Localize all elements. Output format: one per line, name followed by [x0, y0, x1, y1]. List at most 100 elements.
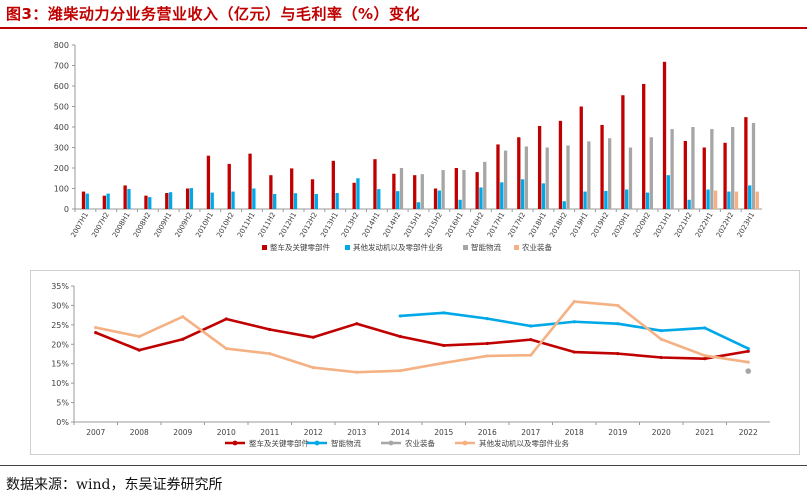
legend-marker-series-2 — [388, 440, 394, 446]
bar-series-3-2023H1 — [755, 191, 759, 209]
bar-series-2-2018H1 — [545, 147, 549, 209]
point-series-2-2022 — [745, 368, 752, 374]
bar-series-0-2009H1 — [165, 193, 169, 209]
legend-marker-series-3 — [462, 440, 468, 446]
bar-series-1-2012H2 — [314, 194, 318, 209]
bar-series-0-2007H1 — [81, 191, 86, 209]
line-series-0 — [95, 317, 749, 360]
x-tick-label: 2008H1 — [111, 211, 132, 239]
bar-series-0-2017H1 — [496, 144, 500, 209]
point-series-3-2007 — [94, 325, 98, 330]
x-tick-label: 2021 — [695, 428, 714, 437]
point-series-3-2010 — [224, 346, 228, 351]
legend-label-series-1: 其他发动机以及零部件业务 — [353, 242, 443, 252]
point-series-3-2009 — [181, 315, 185, 319]
point-series-3-2012 — [311, 366, 315, 370]
bar-series-1-2015H2 — [437, 190, 441, 209]
bar-series-0-2017H2 — [517, 137, 521, 209]
bar-series-1-2014H2 — [396, 191, 400, 209]
legend-swatch-series-2 — [463, 245, 468, 250]
x-tick-label: 2022 — [739, 428, 758, 437]
legend-label-series-0: 整车及关键零部件 — [270, 242, 330, 252]
point-series-0-2018 — [572, 350, 576, 354]
point-series-1-2017 — [529, 324, 533, 328]
point-series-0-2013 — [355, 322, 359, 326]
point-series-0-2012 — [311, 335, 315, 339]
title-divider — [0, 27, 807, 29]
y-tick-label: 30% — [51, 301, 69, 310]
bar-series-0-2016H2 — [475, 172, 479, 209]
bar-series-1-2012H1 — [293, 193, 298, 209]
x-tick-label: 2014 — [391, 428, 410, 437]
bar-series-1-2010H1 — [210, 192, 214, 209]
y-tick-label: 500 — [54, 103, 69, 112]
bar-series-1-2017H2 — [520, 179, 525, 209]
bar-series-1-2010H2 — [231, 191, 235, 209]
line-chart-lines — [94, 299, 752, 374]
bar-series-2-2015H2 — [441, 170, 445, 209]
bar-series-2-2015H1 — [420, 174, 424, 209]
y-tick-label: 0 — [64, 205, 69, 214]
x-tick-label: 2015 — [434, 428, 453, 437]
bar-series-2-2017H2 — [524, 146, 529, 209]
x-tick-label: 2018 — [565, 428, 584, 437]
legend-label-series-1: 智能物流 — [331, 438, 361, 448]
bar-series-1-2007H1 — [85, 193, 89, 209]
bar-series-1-2014H1 — [377, 189, 381, 209]
x-tick-label: 2021H2 — [673, 211, 694, 239]
y-tick-label: 300 — [54, 144, 69, 153]
bar-series-1-2018H1 — [541, 183, 546, 209]
bar-series-1-2020H1 — [625, 189, 629, 209]
point-series-0-2017 — [529, 338, 533, 342]
x-tick-label: 2012 — [304, 428, 323, 437]
y-tick-label: 35% — [51, 282, 69, 291]
x-tick-label: 2010H2 — [215, 211, 236, 239]
bar-series-0-2011H2 — [269, 175, 273, 209]
bar-series-2-2020H1 — [628, 147, 633, 209]
bar-series-0-2012H1 — [290, 168, 294, 209]
point-series-0-2014 — [398, 334, 402, 339]
x-tick-label: 2015H2 — [423, 211, 444, 239]
x-tick-label: 2016H2 — [465, 211, 486, 239]
point-series-3-2018 — [572, 299, 576, 304]
bar-series-0-2020H1 — [621, 95, 625, 209]
bar-series-2-2017H1 — [503, 150, 508, 209]
point-series-0-2019 — [616, 352, 620, 356]
point-series-0-2009 — [181, 337, 185, 341]
bar-series-3-2022H2 — [734, 191, 739, 209]
x-tick-label: 2021H1 — [652, 211, 673, 239]
point-series-3-2015 — [442, 361, 446, 365]
legend-swatch-series-3 — [514, 245, 519, 250]
bar-series-1-2018H2 — [562, 201, 566, 209]
bar-series-1-2015H1 — [416, 202, 421, 209]
bar-series-2-2014H2 — [399, 168, 404, 209]
bar-series-1-2023H1 — [748, 185, 752, 209]
bar-series-0-2018H2 — [558, 120, 563, 209]
bar-series-1-2021H2 — [687, 199, 691, 209]
x-tick-label: 2017 — [521, 428, 540, 437]
line-chart-labels: 0% 5% 10% 15% 20% 25% 30% 35% 2007 2008 2009 2010 20… — [51, 282, 758, 437]
line-chart-axes — [71, 285, 770, 425]
bar-series-0-2015H2 — [433, 188, 438, 209]
point-series-1-2022 — [746, 346, 750, 351]
y-tick-label: 20% — [51, 340, 69, 349]
y-tick-label: 25% — [51, 321, 69, 330]
source-divider — [0, 465, 807, 466]
bar-chart-legend: 整车及关键零部件 其他发动机以及零部件业务 智能物流 农业装备 — [262, 242, 552, 252]
x-tick-label: 2009H2 — [174, 211, 195, 239]
line-chart-legend: 整车及关键零部件 智能物流 农业装备 其他发动机以及零部件业务 — [225, 438, 569, 448]
bar-series-1-2021H1 — [666, 175, 670, 209]
point-series-1-2014 — [398, 314, 402, 318]
point-series-0-2007 — [94, 331, 98, 335]
point-series-1-2018 — [572, 320, 576, 324]
y-tick-label: 200 — [54, 164, 69, 173]
point-series-1-2019 — [616, 322, 620, 326]
bar-series-2-2016H2 — [483, 161, 487, 209]
legend-label-series-2: 农业装备 — [405, 438, 435, 448]
bar-series-2-2019H1 — [587, 141, 591, 209]
point-series-0-2015 — [442, 343, 446, 348]
x-tick-label: 2019H2 — [590, 211, 611, 239]
bar-series-0-2016H1 — [454, 168, 458, 209]
bar-series-0-2022H2 — [723, 142, 727, 209]
bar-series-1-2008H1 — [127, 188, 131, 209]
